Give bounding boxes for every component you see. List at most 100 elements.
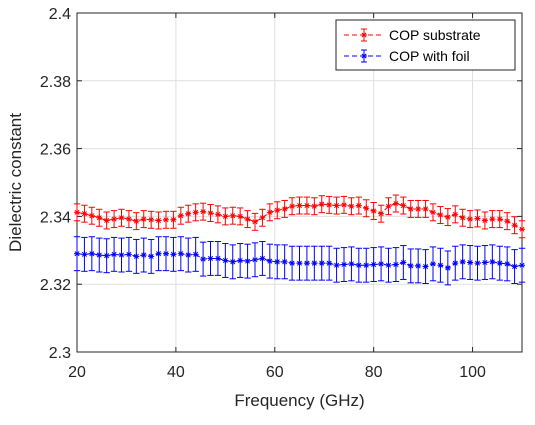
data-point-marker bbox=[148, 253, 155, 260]
data-point-marker bbox=[318, 201, 325, 208]
data-point-marker bbox=[370, 261, 377, 268]
data-point-marker bbox=[96, 252, 103, 259]
y-axis-title: Dielectric constant bbox=[6, 113, 25, 252]
data-point-marker bbox=[415, 205, 422, 212]
data-point-marker bbox=[430, 260, 436, 267]
data-point-marker bbox=[333, 262, 340, 269]
data-point-marker bbox=[103, 217, 110, 224]
data-point-marker bbox=[274, 207, 281, 214]
y-tick-label: 2.34 bbox=[40, 209, 71, 226]
data-point-marker bbox=[385, 262, 392, 269]
data-point-marker bbox=[511, 263, 518, 270]
data-point-marker bbox=[511, 222, 518, 229]
data-point-marker bbox=[163, 250, 169, 257]
data-point-marker bbox=[363, 262, 370, 269]
data-point-marker bbox=[229, 258, 236, 265]
data-point-marker bbox=[96, 214, 103, 221]
data-point-marker bbox=[519, 226, 525, 233]
data-point-marker bbox=[74, 209, 80, 216]
legend-item: COP substrate bbox=[344, 27, 481, 43]
data-point-marker bbox=[489, 216, 496, 223]
data-point-marker bbox=[422, 205, 429, 212]
data-point-marker bbox=[363, 205, 370, 212]
data-series bbox=[73, 194, 526, 286]
series-cop-substrate bbox=[73, 194, 526, 239]
data-point-marker bbox=[81, 210, 88, 217]
data-point-marker bbox=[244, 258, 251, 265]
x-tick-label: 40 bbox=[167, 364, 185, 381]
data-point-marker bbox=[281, 205, 288, 212]
data-point-marker bbox=[437, 212, 444, 219]
data-point-marker bbox=[237, 257, 244, 264]
data-point-marker bbox=[474, 260, 481, 267]
data-point-marker bbox=[266, 209, 273, 216]
data-point-marker bbox=[444, 214, 451, 221]
data-point-marker bbox=[133, 253, 140, 260]
data-point-marker bbox=[88, 212, 95, 219]
data-point-marker bbox=[148, 216, 155, 223]
data-point-marker bbox=[311, 260, 318, 267]
data-point-marker bbox=[163, 216, 169, 223]
data-point-marker bbox=[341, 201, 347, 208]
data-point-marker bbox=[333, 202, 340, 209]
data-point-marker bbox=[444, 264, 451, 271]
data-point-marker bbox=[200, 208, 207, 215]
data-point-marker bbox=[229, 212, 236, 219]
data-point-marker bbox=[296, 202, 303, 209]
plot-area-frame bbox=[76, 12, 523, 353]
data-point-marker bbox=[103, 252, 110, 259]
x-tick-label: 20 bbox=[68, 364, 86, 381]
data-point-marker bbox=[252, 218, 258, 225]
data-point-marker bbox=[222, 213, 229, 220]
x-tick-label: 80 bbox=[365, 364, 383, 381]
data-point-marker bbox=[207, 255, 214, 262]
data-point-marker bbox=[400, 259, 407, 266]
data-point-marker bbox=[504, 260, 511, 267]
axis-ticks: 20 40 60 80 100 2.3 2.32 2.34 2.36 2.38 2.4 bbox=[40, 6, 522, 381]
data-point-marker bbox=[378, 210, 385, 217]
data-point-marker bbox=[88, 250, 95, 257]
data-point-marker bbox=[200, 256, 207, 263]
data-point-marker bbox=[467, 216, 474, 223]
data-point-marker bbox=[185, 210, 192, 217]
data-point-marker bbox=[392, 261, 399, 268]
data-point-marker bbox=[274, 258, 281, 265]
data-point-marker bbox=[481, 217, 488, 224]
data-point-marker bbox=[467, 259, 474, 266]
data-point-marker bbox=[296, 260, 303, 267]
data-point-marker bbox=[355, 262, 362, 269]
data-point-marker bbox=[496, 216, 503, 223]
data-point-marker bbox=[355, 202, 362, 209]
data-point-marker bbox=[326, 260, 333, 267]
data-point-marker bbox=[155, 217, 162, 224]
legend: COP substrate COP with foil bbox=[335, 19, 516, 71]
data-point-marker bbox=[133, 218, 140, 225]
data-point-marker bbox=[259, 214, 266, 221]
data-point-marker bbox=[311, 203, 318, 210]
data-point-marker bbox=[118, 252, 125, 259]
data-point-marker bbox=[378, 260, 385, 267]
data-point-marker bbox=[370, 207, 377, 214]
x-tick-label: 60 bbox=[266, 364, 284, 381]
x-tick-label: 100 bbox=[459, 364, 486, 381]
data-point-marker bbox=[392, 200, 399, 207]
data-point-marker bbox=[259, 255, 266, 262]
data-point-marker bbox=[192, 209, 199, 216]
data-point-marker bbox=[207, 210, 214, 217]
data-point-marker bbox=[519, 262, 525, 269]
data-point-marker bbox=[303, 260, 310, 267]
data-point-marker bbox=[125, 251, 132, 258]
y-tick-label: 2.38 bbox=[40, 74, 71, 91]
data-point-marker bbox=[140, 216, 147, 223]
legend-item: COP with foil bbox=[344, 48, 470, 64]
data-point-marker bbox=[407, 205, 414, 212]
data-point-marker bbox=[481, 259, 488, 266]
data-point-marker bbox=[170, 251, 177, 258]
data-point-marker bbox=[422, 263, 429, 270]
data-point-marker bbox=[452, 260, 459, 267]
data-point-marker bbox=[252, 256, 258, 263]
data-point-marker bbox=[74, 250, 80, 257]
data-point-marker bbox=[400, 202, 407, 209]
data-point-marker bbox=[111, 216, 118, 223]
data-point-marker bbox=[81, 251, 88, 258]
